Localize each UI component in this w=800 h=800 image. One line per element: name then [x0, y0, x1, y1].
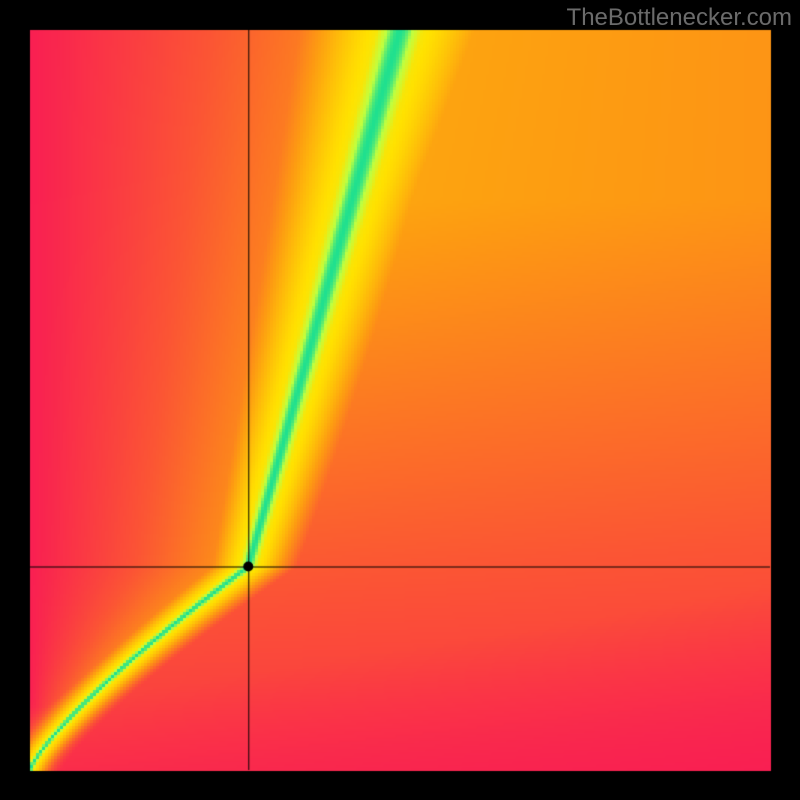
bottleneck-heatmap-canvas — [0, 0, 800, 800]
watermark: TheBottlenecker.com — [567, 4, 792, 32]
chart-container: TheBottlenecker.com — [0, 0, 800, 800]
